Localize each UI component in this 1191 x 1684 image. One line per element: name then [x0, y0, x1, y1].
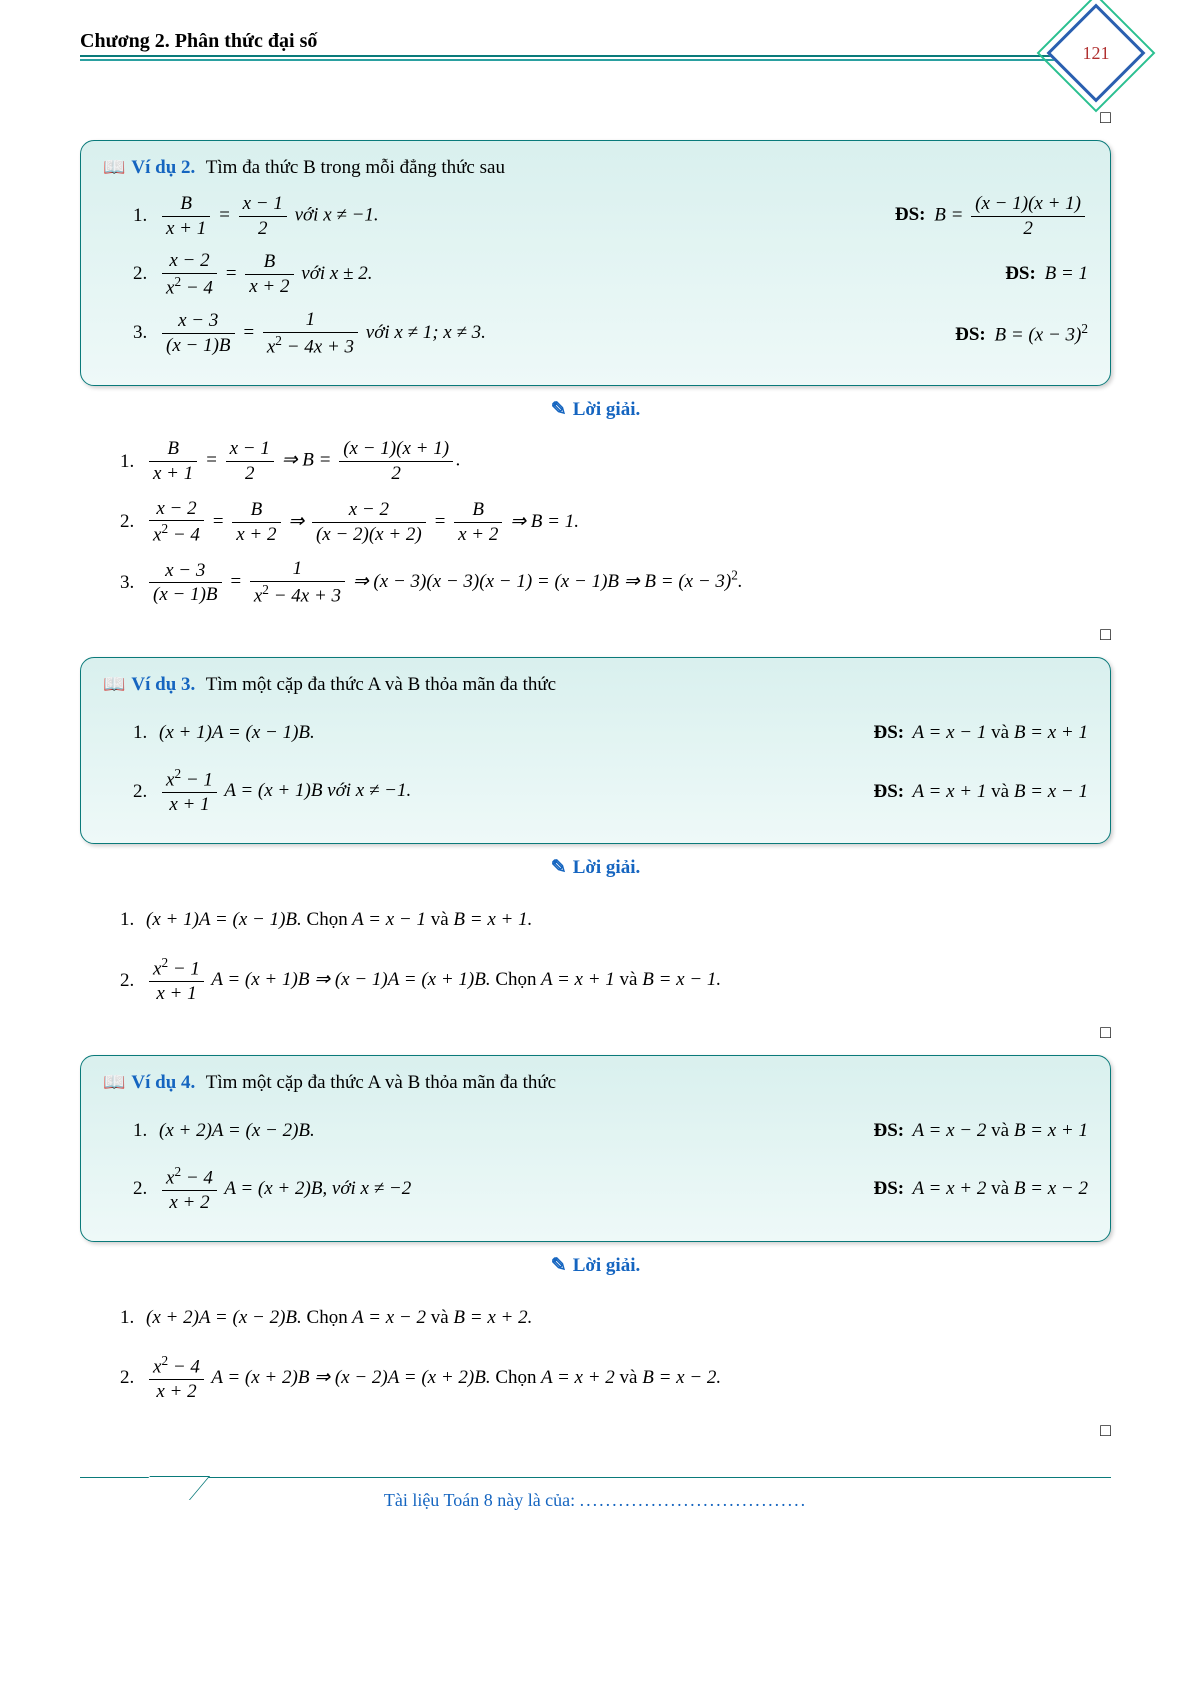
page-content: □ 📖 Ví dụ 2. Tìm đa thức B trong mỗi đẳng … [80, 101, 1111, 1447]
example-item: 2.x − 2x2 − 4 = Bx + 2 với x ± 2.ĐS: B =… [133, 249, 1088, 300]
item-expression: x2 − 4x + 2 A = (x + 2)B, với x ≠ −2 [159, 1164, 874, 1215]
solution-number: 3. [120, 572, 146, 594]
solution-items: 1.(x + 1)A = (x − 1)B. Chọn A = x − 1 và… [80, 895, 1111, 1006]
item-expression: (x + 1)A = (x − 1)B. [159, 722, 874, 744]
solution-item: 1.Bx + 1 = x − 12 ⇒ B = (x − 1)(x + 1)2. [120, 437, 1111, 487]
page-badge: 121 [1047, 4, 1146, 103]
item-number: 2. [133, 781, 159, 803]
item-number: 2. [133, 263, 159, 285]
example-items: 1.(x + 1)A = (x − 1)B.ĐS: A = x − 1 và B… [103, 708, 1088, 817]
chapter-header: Chương 2. Phân thức đại số [80, 30, 1111, 57]
solution-heading: ✎Lời giải. [80, 1254, 1111, 1277]
example-box: 📖 Ví dụ 3. Tìm một cặp đa thức A và B thỏ… [80, 657, 1111, 844]
example-heading: 📖 Ví dụ 4. Tìm một cặp đa thức A và B thỏ… [103, 1072, 1088, 1094]
item-number: 1. [133, 1120, 159, 1142]
example-prompt: Tìm đa thức B trong mỗi đẳng thức sau [206, 157, 505, 178]
book-icon: 📖 [103, 674, 125, 694]
item-expression: x − 2x2 − 4 = Bx + 2 với x ± 2. [159, 249, 1005, 300]
solution-item: 2.x2 − 1x + 1 A = (x + 1)B ⇒ (x − 1)A = … [120, 955, 1111, 1006]
footer: Tài liệu Toán 8 này là của: ............… [80, 1477, 1111, 1511]
example-title: Ví dụ 4. [131, 1072, 195, 1093]
solution-number: 2. [120, 511, 146, 533]
item-answer: ĐS: A = x + 1 và B = x − 1 [874, 781, 1089, 803]
solution-expression: x2 − 4x + 2 A = (x + 2)B ⇒ (x − 2)A = (x… [146, 1353, 721, 1404]
qed-mark: □ [80, 618, 1111, 651]
answer-label: ĐS: [874, 781, 905, 802]
solution-item: 1.(x + 1)A = (x − 1)B. Chọn A = x − 1 và… [120, 895, 1111, 945]
solution-expression: x − 2x2 − 4 = Bx + 2 ⇒ x − 2(x − 2)(x + … [146, 497, 579, 548]
example-item: 2.x2 − 4x + 2 A = (x + 2)B, với x ≠ −2ĐS… [133, 1164, 1088, 1215]
book-icon: 📖 [103, 157, 125, 177]
solution-expression: Bx + 1 = x − 12 ⇒ B = (x − 1)(x + 1)2. [146, 437, 461, 486]
item-number: 1. [133, 722, 159, 744]
example-items: 1.Bx + 1 = x − 12 với x ≠ −1.ĐS: B = (x … [103, 191, 1088, 359]
example-heading: 📖 Ví dụ 3. Tìm một cặp đa thức A và B thỏ… [103, 674, 1088, 696]
item-answer: ĐS: B = (x − 3)2 [955, 321, 1088, 346]
example-prompt: Tìm một cặp đa thức A và B thỏa mãn đa t… [206, 674, 556, 695]
solution-expression: x − 3(x − 1)B = 1x2 − 4x + 3 ⇒ (x − 3)(x… [146, 557, 743, 608]
answer-label: ĐS: [895, 204, 926, 225]
solution-number: 2. [120, 1367, 146, 1389]
qed-mark: □ [80, 1414, 1111, 1447]
solution-expression: (x + 1)A = (x − 1)B. Chọn A = x − 1 và B… [146, 909, 532, 931]
answer-label: ĐS: [874, 722, 905, 743]
example-box: 📖 Ví dụ 4. Tìm một cặp đa thức A và B thỏ… [80, 1055, 1111, 1242]
pen-icon: ✎ [551, 1255, 567, 1276]
answer-label: ĐS: [874, 1120, 905, 1141]
solution-heading: ✎Lời giải. [80, 856, 1111, 879]
pen-icon: ✎ [551, 399, 567, 420]
example-prompt: Tìm một cặp đa thức A và B thỏa mãn đa t… [206, 1072, 556, 1093]
solution-items: 1.(x + 2)A = (x − 2)B. Chọn A = x − 2 và… [80, 1293, 1111, 1404]
solution-item: 1.(x + 2)A = (x − 2)B. Chọn A = x − 2 và… [120, 1293, 1111, 1343]
solution-number: 1. [120, 909, 146, 931]
footer-text: Tài liệu Toán 8 này là của: ............… [80, 1490, 1111, 1511]
qed-mark: □ [80, 1016, 1111, 1049]
solution-expression: x2 − 1x + 1 A = (x + 1)B ⇒ (x − 1)A = (x… [146, 955, 721, 1006]
example-item: 3.x − 3(x − 1)B = 1x2 − 4x + 3 với x ≠ 1… [133, 308, 1088, 359]
qed-mark: □ [80, 101, 1111, 134]
example-title: Ví dụ 3. [131, 674, 195, 695]
pen-icon: ✎ [551, 857, 567, 878]
example-heading: 📖 Ví dụ 2. Tìm đa thức B trong mỗi đẳng t… [103, 157, 1088, 179]
answer-label: ĐS: [874, 1178, 905, 1199]
solution-heading: ✎Lời giải. [80, 398, 1111, 421]
answer-label: ĐS: [1005, 263, 1036, 284]
answer-label: ĐS: [955, 324, 986, 345]
item-number: 1. [133, 205, 159, 227]
example-item: 2.x2 − 1x + 1 A = (x + 1)B với x ≠ −1.ĐS… [133, 766, 1088, 817]
solution-item: 3.x − 3(x − 1)B = 1x2 − 4x + 3 ⇒ (x − 3)… [120, 557, 1111, 608]
item-number: 2. [133, 1178, 159, 1200]
item-expression: Bx + 1 = x − 12 với x ≠ −1. [159, 192, 895, 241]
item-expression: x2 − 1x + 1 A = (x + 1)B với x ≠ −1. [159, 766, 874, 817]
solution-number: 1. [120, 1307, 146, 1329]
item-answer: ĐS: B = (x − 1)(x + 1)2 [895, 192, 1088, 241]
solution-number: 1. [120, 451, 146, 473]
example-box: 📖 Ví dụ 2. Tìm đa thức B trong mỗi đẳng t… [80, 140, 1111, 386]
example-item: 1.(x + 1)A = (x − 1)B.ĐS: A = x − 1 và B… [133, 708, 1088, 758]
book-icon: 📖 [103, 1072, 125, 1092]
example-item: 1.Bx + 1 = x − 12 với x ≠ −1.ĐS: B = (x … [133, 191, 1088, 241]
chapter-title: Chương 2. Phân thức đại số [80, 30, 1111, 53]
item-answer: ĐS: B = 1 [1005, 263, 1088, 285]
page-number: 121 [1083, 43, 1110, 64]
item-answer: ĐS: A = x + 2 và B = x − 2 [874, 1178, 1089, 1200]
solution-number: 2. [120, 970, 146, 992]
header-rule [80, 59, 1111, 61]
solution-expression: (x + 2)A = (x − 2)B. Chọn A = x − 2 và B… [146, 1307, 532, 1329]
item-expression: x − 3(x − 1)B = 1x2 − 4x + 3 với x ≠ 1; … [159, 308, 955, 359]
example-item: 1.(x + 2)A = (x − 2)B.ĐS: A = x − 2 và B… [133, 1106, 1088, 1156]
solution-items: 1.Bx + 1 = x − 12 ⇒ B = (x − 1)(x + 1)2.… [80, 437, 1111, 609]
item-answer: ĐS: A = x − 2 và B = x + 1 [874, 1120, 1089, 1142]
item-number: 3. [133, 322, 159, 344]
item-expression: (x + 2)A = (x − 2)B. [159, 1120, 874, 1142]
example-title: Ví dụ 2. [131, 157, 195, 178]
item-answer: ĐS: A = x − 1 và B = x + 1 [874, 722, 1089, 744]
solution-item: 2.x2 − 4x + 2 A = (x + 2)B ⇒ (x − 2)A = … [120, 1353, 1111, 1404]
solution-item: 2.x − 2x2 − 4 = Bx + 2 ⇒ x − 2(x − 2)(x … [120, 497, 1111, 548]
example-items: 1.(x + 2)A = (x − 2)B.ĐS: A = x − 2 và B… [103, 1106, 1088, 1215]
